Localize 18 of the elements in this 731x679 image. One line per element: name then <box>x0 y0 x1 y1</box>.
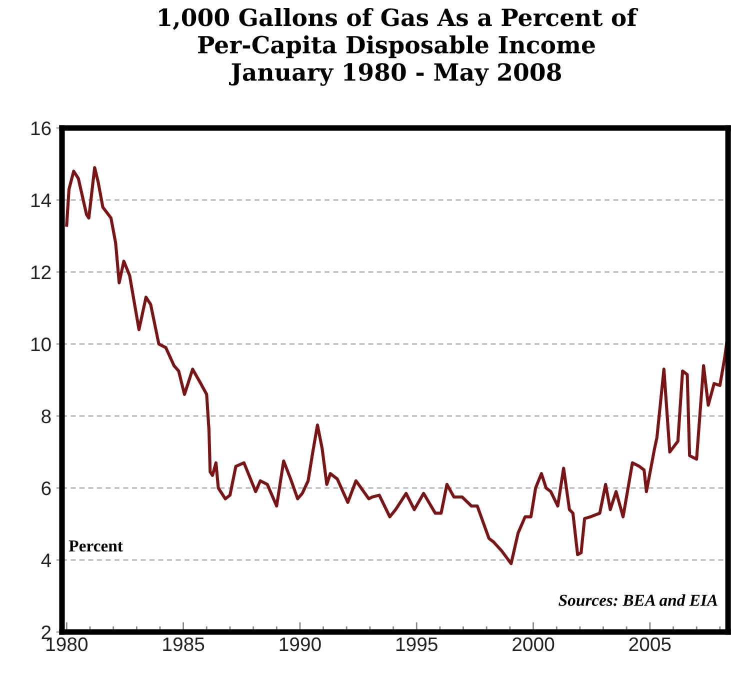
y-axis-title: Percent <box>68 540 123 552</box>
y-tick-label: 14 <box>31 194 52 208</box>
y-tick-label: 16 <box>31 121 51 136</box>
y-tick-label: 2 <box>42 625 51 640</box>
y-tick-label: 6 <box>42 481 51 496</box>
x-tick-label: 1990 <box>280 637 321 652</box>
annotation: Sources: BEA and EIA <box>558 594 718 606</box>
x-tick-label: 2005 <box>629 637 671 652</box>
y-tick-label: 4 <box>41 554 52 568</box>
y-tick-label: 10 <box>31 337 51 352</box>
line-series <box>65 166 728 566</box>
y-tick-label: 8 <box>42 409 51 424</box>
x-tick-label: 1995 <box>396 637 438 652</box>
x-tick-label: 1980 <box>46 637 88 652</box>
chart-title: 1,000 Gallons of Gas As a Percent of Per-Capita Disposable Income January 1980 - May 2008 <box>159 8 638 86</box>
y-tick-label: 12 <box>31 265 51 280</box>
x-tick-label: 2000 <box>512 637 554 652</box>
x-tick-label: 1985 <box>163 637 204 652</box>
